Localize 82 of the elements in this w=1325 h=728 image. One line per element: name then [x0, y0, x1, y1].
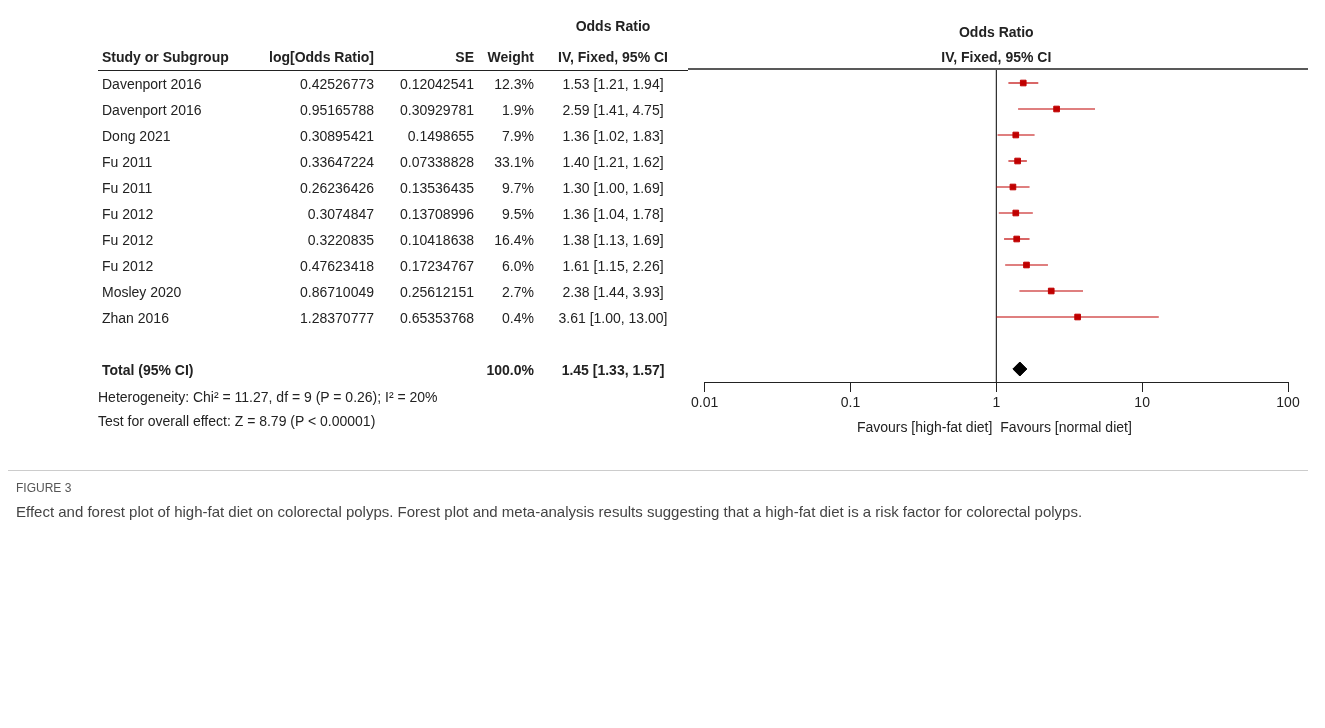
text: 2.7% — [502, 284, 534, 300]
text: 0.3074847 — [307, 206, 374, 222]
text: 1.40 [1.21, 1.62] — [562, 154, 664, 170]
text: 1.36 [1.02, 1.83] — [562, 128, 664, 144]
text: 0.30929781 — [400, 102, 474, 118]
x-tick-label: 10 — [1134, 394, 1151, 411]
text: 0.86710049 — [300, 284, 374, 300]
text: 33.1% — [494, 154, 534, 170]
text: 0.47623418 — [300, 258, 374, 274]
point — [1053, 105, 1060, 113]
point — [1012, 209, 1020, 217]
text: 9.5% — [502, 206, 534, 222]
category-label: IV, Fixed, 95% CI — [557, 49, 669, 65]
category-label: Fu 2011 — [102, 180, 153, 196]
text: 7.9% — [502, 128, 534, 144]
text: 0.12042541 — [400, 76, 474, 92]
category-label: Study or Subgroup — [101, 49, 230, 65]
text: Test for overall effect: Z = 8.79 (P < 0.00001) — [98, 412, 377, 431]
text: Odds Ratio — [574, 18, 652, 36]
point — [1014, 157, 1021, 165]
text: 1.38 [1.13, 1.69] — [562, 232, 664, 248]
point — [1019, 79, 1027, 87]
point — [1023, 261, 1030, 269]
x-tick-label: 0.01 — [691, 394, 719, 411]
x-tick-label: 1 — [992, 394, 1001, 411]
category-label: Fu 2012 — [102, 258, 154, 274]
point — [1047, 287, 1055, 295]
text: 0.33647224 — [300, 154, 374, 170]
text: 9.7% — [502, 180, 534, 196]
text: 2.38 [1.44, 3.93] — [562, 284, 664, 300]
chart-title: Odds Ratio — [958, 24, 1034, 41]
text: 0.95165788 — [300, 102, 374, 118]
text: 1.45 [1.33, 1.57] — [561, 362, 665, 378]
caption: FIGURE 3 — [16, 481, 73, 495]
chart-subtitle: IV, Fixed, 95% CI — [941, 49, 1052, 66]
text: 0.25612151 — [400, 284, 474, 300]
point — [1012, 131, 1020, 139]
text: 0.65353768 — [400, 310, 474, 326]
category-label: Davenport 2016 — [102, 76, 202, 92]
text: 0.4% — [502, 310, 534, 326]
category-label: Fu 2012 — [102, 232, 154, 248]
text: 100.0% — [486, 362, 534, 378]
text: 0.07338828 — [400, 154, 474, 170]
text: 1.9% — [502, 102, 534, 118]
text: 1.53 [1.21, 1.94] — [562, 76, 664, 92]
point — [1013, 235, 1021, 243]
text: Heterogeneity: Chi² = 11.27, df = 9 (P = 0.26); I² = 20% — [98, 388, 439, 407]
category-label: Total (95% CI) — [102, 362, 194, 378]
text: 0.42526773 — [300, 76, 374, 92]
x-tick-label: 0.1 — [840, 394, 861, 411]
category-label: Fu 2011 — [102, 154, 153, 170]
text: 3.61 [1.00, 13.00] — [558, 310, 668, 326]
text: 12.3% — [494, 76, 534, 92]
point — [1009, 183, 1017, 191]
text: 0.13536435 — [400, 180, 474, 196]
text: 0.30895421 — [300, 128, 374, 144]
category-label: Fu 2012 — [102, 206, 154, 222]
text: Effect and forest plot of high-fat diet on colorectal polyps. Forest plot and meta-analysis results suggesting that a high-fat diet is a risk factor for colorectal polyps. — [16, 502, 1084, 522]
category-label: log[Odds Ratio] — [268, 49, 375, 65]
point — [1012, 361, 1028, 377]
text: 1.61 [1.15, 2.26] — [562, 258, 664, 274]
text: 0.17234767 — [400, 258, 474, 274]
category-label: SE — [454, 49, 475, 65]
category-label: Mosley 2020 — [102, 284, 182, 300]
text: 16.4% — [494, 232, 534, 248]
category-label: Zhan 2016 — [102, 310, 169, 326]
text: 0.26236426 — [300, 180, 374, 196]
text: Favours [normal diet] — [1000, 418, 1132, 435]
text: 0.10418638 — [400, 232, 474, 248]
text: 1.36 [1.04, 1.78] — [562, 206, 664, 222]
category-label: Davenport 2016 — [102, 102, 202, 118]
category-label: Weight — [486, 49, 535, 65]
text: Favours [high-fat diet] — [856, 418, 993, 435]
category-label: Dong 2021 — [102, 128, 171, 144]
text: 2.59 [1.41, 4.75] — [562, 102, 664, 118]
text: 1.30 [1.00, 1.69] — [562, 180, 664, 196]
text: 0.13708996 — [400, 206, 474, 222]
text: 0.3220835 — [307, 232, 374, 248]
text: 0.1498655 — [407, 128, 474, 144]
x-tick-label: 100 — [1276, 394, 1300, 411]
text: 1.28370777 — [300, 310, 374, 326]
text: 6.0% — [502, 258, 534, 274]
